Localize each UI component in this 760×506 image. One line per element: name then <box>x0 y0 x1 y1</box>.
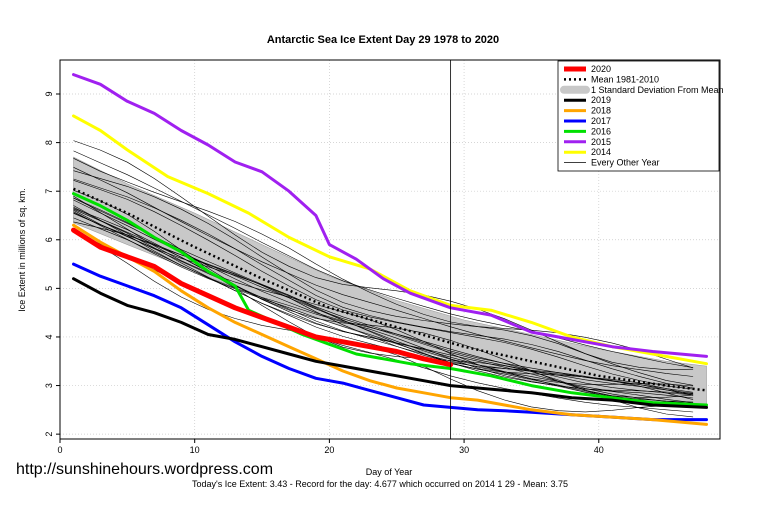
y-tick-label: 5 <box>44 286 54 291</box>
y-tick-label: 7 <box>44 189 54 194</box>
other-year-line <box>73 180 694 390</box>
legend-label: 2017 <box>591 116 611 126</box>
y-tick-label: 2 <box>44 432 54 437</box>
legend-label: 2018 <box>591 106 611 116</box>
other-year-line <box>73 170 694 386</box>
x-axis-ticks: 0 10 20 30 40 <box>57 439 604 455</box>
other-year-line <box>73 209 694 396</box>
legend-label: Mean 1981-2010 <box>591 74 659 84</box>
y-tick-label: 3 <box>44 383 54 388</box>
plot-frame <box>59 59 721 440</box>
watermark-url: http://sunshinehours.wordpress.com <box>16 461 274 478</box>
other-year-line <box>73 205 694 395</box>
other-year-line <box>73 189 694 399</box>
other-year-line <box>73 221 694 418</box>
series-line-2019 <box>72 277 708 409</box>
other-year-line <box>73 212 694 400</box>
y-axis-ticks: 2 3 4 5 6 7 8 9 <box>44 92 60 437</box>
y-tick-label: 4 <box>44 334 54 339</box>
x-tick-label: 40 <box>594 445 604 455</box>
legend-label: 2015 <box>591 137 611 147</box>
x-tick-label: 10 <box>190 445 200 455</box>
legend-label: 2016 <box>591 126 611 136</box>
x-axis-label: Day of Year <box>366 467 413 477</box>
chart-title: Antarctic Sea Ice Extent Day 29 1978 to … <box>267 34 499 46</box>
series-lines <box>71 73 708 426</box>
y-tick-label: 6 <box>44 237 54 242</box>
legend-label: Every Other Year <box>591 158 660 168</box>
x-tick-label: 30 <box>459 445 469 455</box>
series-line-2018 <box>72 223 708 426</box>
other-year-line <box>73 197 694 393</box>
series-line-2020 <box>71 227 454 368</box>
y-axis-label: Ice Extent in millions of sq. km. <box>17 188 27 312</box>
x-tick-label: 0 <box>57 445 62 455</box>
series-line-2015 <box>72 73 708 358</box>
other-year-line <box>73 158 694 369</box>
legend-label: 2019 <box>591 95 611 105</box>
other-year-line <box>73 213 694 403</box>
other-year-line <box>73 195 694 387</box>
legend-label: 2020 <box>591 64 611 74</box>
series-line-2016 <box>72 192 708 407</box>
y-tick-label: 8 <box>44 140 54 145</box>
x-tick-label: 20 <box>324 445 334 455</box>
legend-label: 1 Standard Deviation From Mean <box>591 85 724 95</box>
other-year-line <box>73 208 694 403</box>
other-year-line <box>73 150 694 368</box>
other-year-line <box>73 167 694 377</box>
footer-stats: Today's Ice Extent: 3.43 - Record for th… <box>192 479 568 489</box>
y-tick-label: 9 <box>44 92 54 97</box>
legend-label: 2014 <box>591 147 611 157</box>
